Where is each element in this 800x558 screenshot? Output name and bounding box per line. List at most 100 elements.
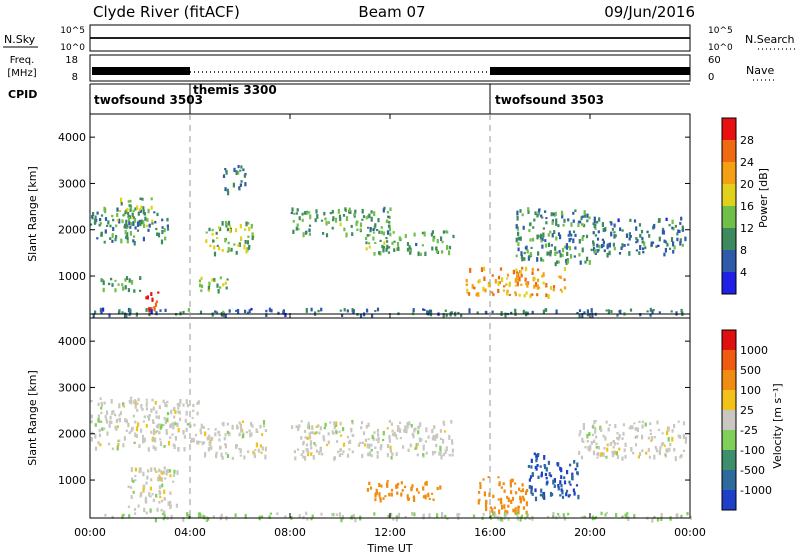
- power-cell: [557, 232, 561, 236]
- power-cell: [593, 218, 596, 223]
- power-cell: [541, 244, 544, 249]
- power-cell: [325, 233, 329, 238]
- vel-cell: [557, 486, 560, 491]
- power-cell: [468, 292, 471, 296]
- power-cell: [540, 257, 543, 262]
- vel-cell: [136, 402, 139, 405]
- power-cell: [338, 214, 342, 219]
- power-cell: [441, 250, 444, 254]
- vel-cell: [624, 454, 627, 459]
- power-cell: [385, 248, 388, 252]
- colorbar-swatch: [722, 410, 736, 430]
- power-cell: [510, 311, 513, 315]
- vel-cell: [682, 449, 686, 452]
- vel-cell: [99, 443, 102, 447]
- power-cell: [679, 222, 682, 225]
- power-cell: [134, 226, 137, 230]
- vel-cell: [370, 448, 373, 452]
- vel-cell: [406, 494, 409, 499]
- power-cell: [432, 237, 435, 242]
- vel-cell: [666, 448, 669, 453]
- power-cell: [672, 241, 675, 247]
- vel-cell: [103, 427, 106, 430]
- power-cell: [552, 212, 555, 216]
- vel-cell: [154, 437, 157, 442]
- vel-cell: [159, 495, 162, 499]
- vel-cell: [440, 454, 443, 460]
- cpid-label: CPID: [8, 88, 37, 101]
- vel-cell: [621, 456, 624, 461]
- vel-cell: [472, 514, 476, 518]
- cpid-segment-3-label: twofsound 3503: [495, 93, 604, 107]
- power-cell: [126, 232, 129, 237]
- vel-cell: [311, 425, 314, 430]
- vel-cell: [235, 444, 238, 449]
- vel-cell: [132, 490, 135, 494]
- power-cell: [684, 236, 687, 242]
- vel-cell: [488, 492, 491, 497]
- power-cell: [237, 308, 240, 314]
- power-cell: [541, 274, 544, 278]
- vel-cell: [253, 454, 257, 458]
- mode-change-lines: [189, 114, 491, 518]
- power-cell: [100, 310, 103, 315]
- nsearch-label: N.Search: [745, 33, 795, 46]
- vel-cell: [176, 422, 179, 428]
- vel-cell: [140, 428, 143, 433]
- vel-cell: [658, 449, 661, 455]
- vel-cell: [199, 428, 202, 432]
- vel-cell: [582, 425, 585, 430]
- power-cell: [136, 205, 139, 210]
- vel-cell: [390, 456, 393, 460]
- vel-cell: [661, 432, 664, 435]
- freq-trace-segment-1: [92, 67, 190, 75]
- power-cell: [569, 254, 573, 259]
- vel-cell: [224, 443, 227, 446]
- power-cell: [383, 241, 386, 246]
- power-colorbar-label: Power [dB]: [757, 168, 770, 228]
- vel-cell: [368, 481, 371, 486]
- vel-cell: [679, 434, 682, 439]
- power-cell: [618, 310, 621, 313]
- power-cell: [517, 236, 520, 241]
- power-cell: [578, 239, 581, 244]
- power-cell: [376, 229, 379, 232]
- vel-cell: [158, 474, 161, 479]
- vel-cell: [297, 426, 300, 430]
- vel-cell: [365, 425, 368, 429]
- vel-cell: [318, 431, 321, 435]
- vel-cell: [127, 422, 130, 428]
- y-tick-label: 4000: [58, 335, 86, 348]
- vel-cell: [422, 453, 425, 457]
- vel-cell: [162, 399, 165, 404]
- vel-cell: [433, 425, 436, 430]
- power-cell: [581, 215, 584, 218]
- power-cell: [140, 205, 143, 209]
- power-cell: [528, 254, 531, 259]
- vel-cell: [497, 476, 500, 479]
- power-cell: [431, 246, 434, 251]
- vel-cell: [314, 432, 317, 435]
- power-cell: [118, 218, 121, 224]
- vel-cell: [186, 404, 189, 408]
- vel-cell: [308, 432, 311, 436]
- power-cell: [547, 242, 551, 247]
- vel-cell: [517, 505, 520, 511]
- vel-cell: [414, 447, 417, 450]
- power-cell: [128, 278, 131, 283]
- power-y-axis-label: Slant Range [km]: [26, 166, 39, 262]
- vel-cell: [351, 420, 354, 423]
- vel-cell: [154, 517, 157, 523]
- vel-cell: [145, 481, 148, 485]
- power-cell: [250, 307, 253, 311]
- vel-cell: [127, 485, 130, 489]
- power-cell: [129, 231, 132, 236]
- vel-cell: [581, 437, 584, 442]
- vel-cell: [160, 509, 163, 512]
- vel-cell: [662, 442, 665, 445]
- vel-cell: [485, 507, 488, 512]
- vel-cell: [664, 455, 667, 458]
- power-cell: [209, 244, 212, 248]
- power-cell: [423, 231, 426, 237]
